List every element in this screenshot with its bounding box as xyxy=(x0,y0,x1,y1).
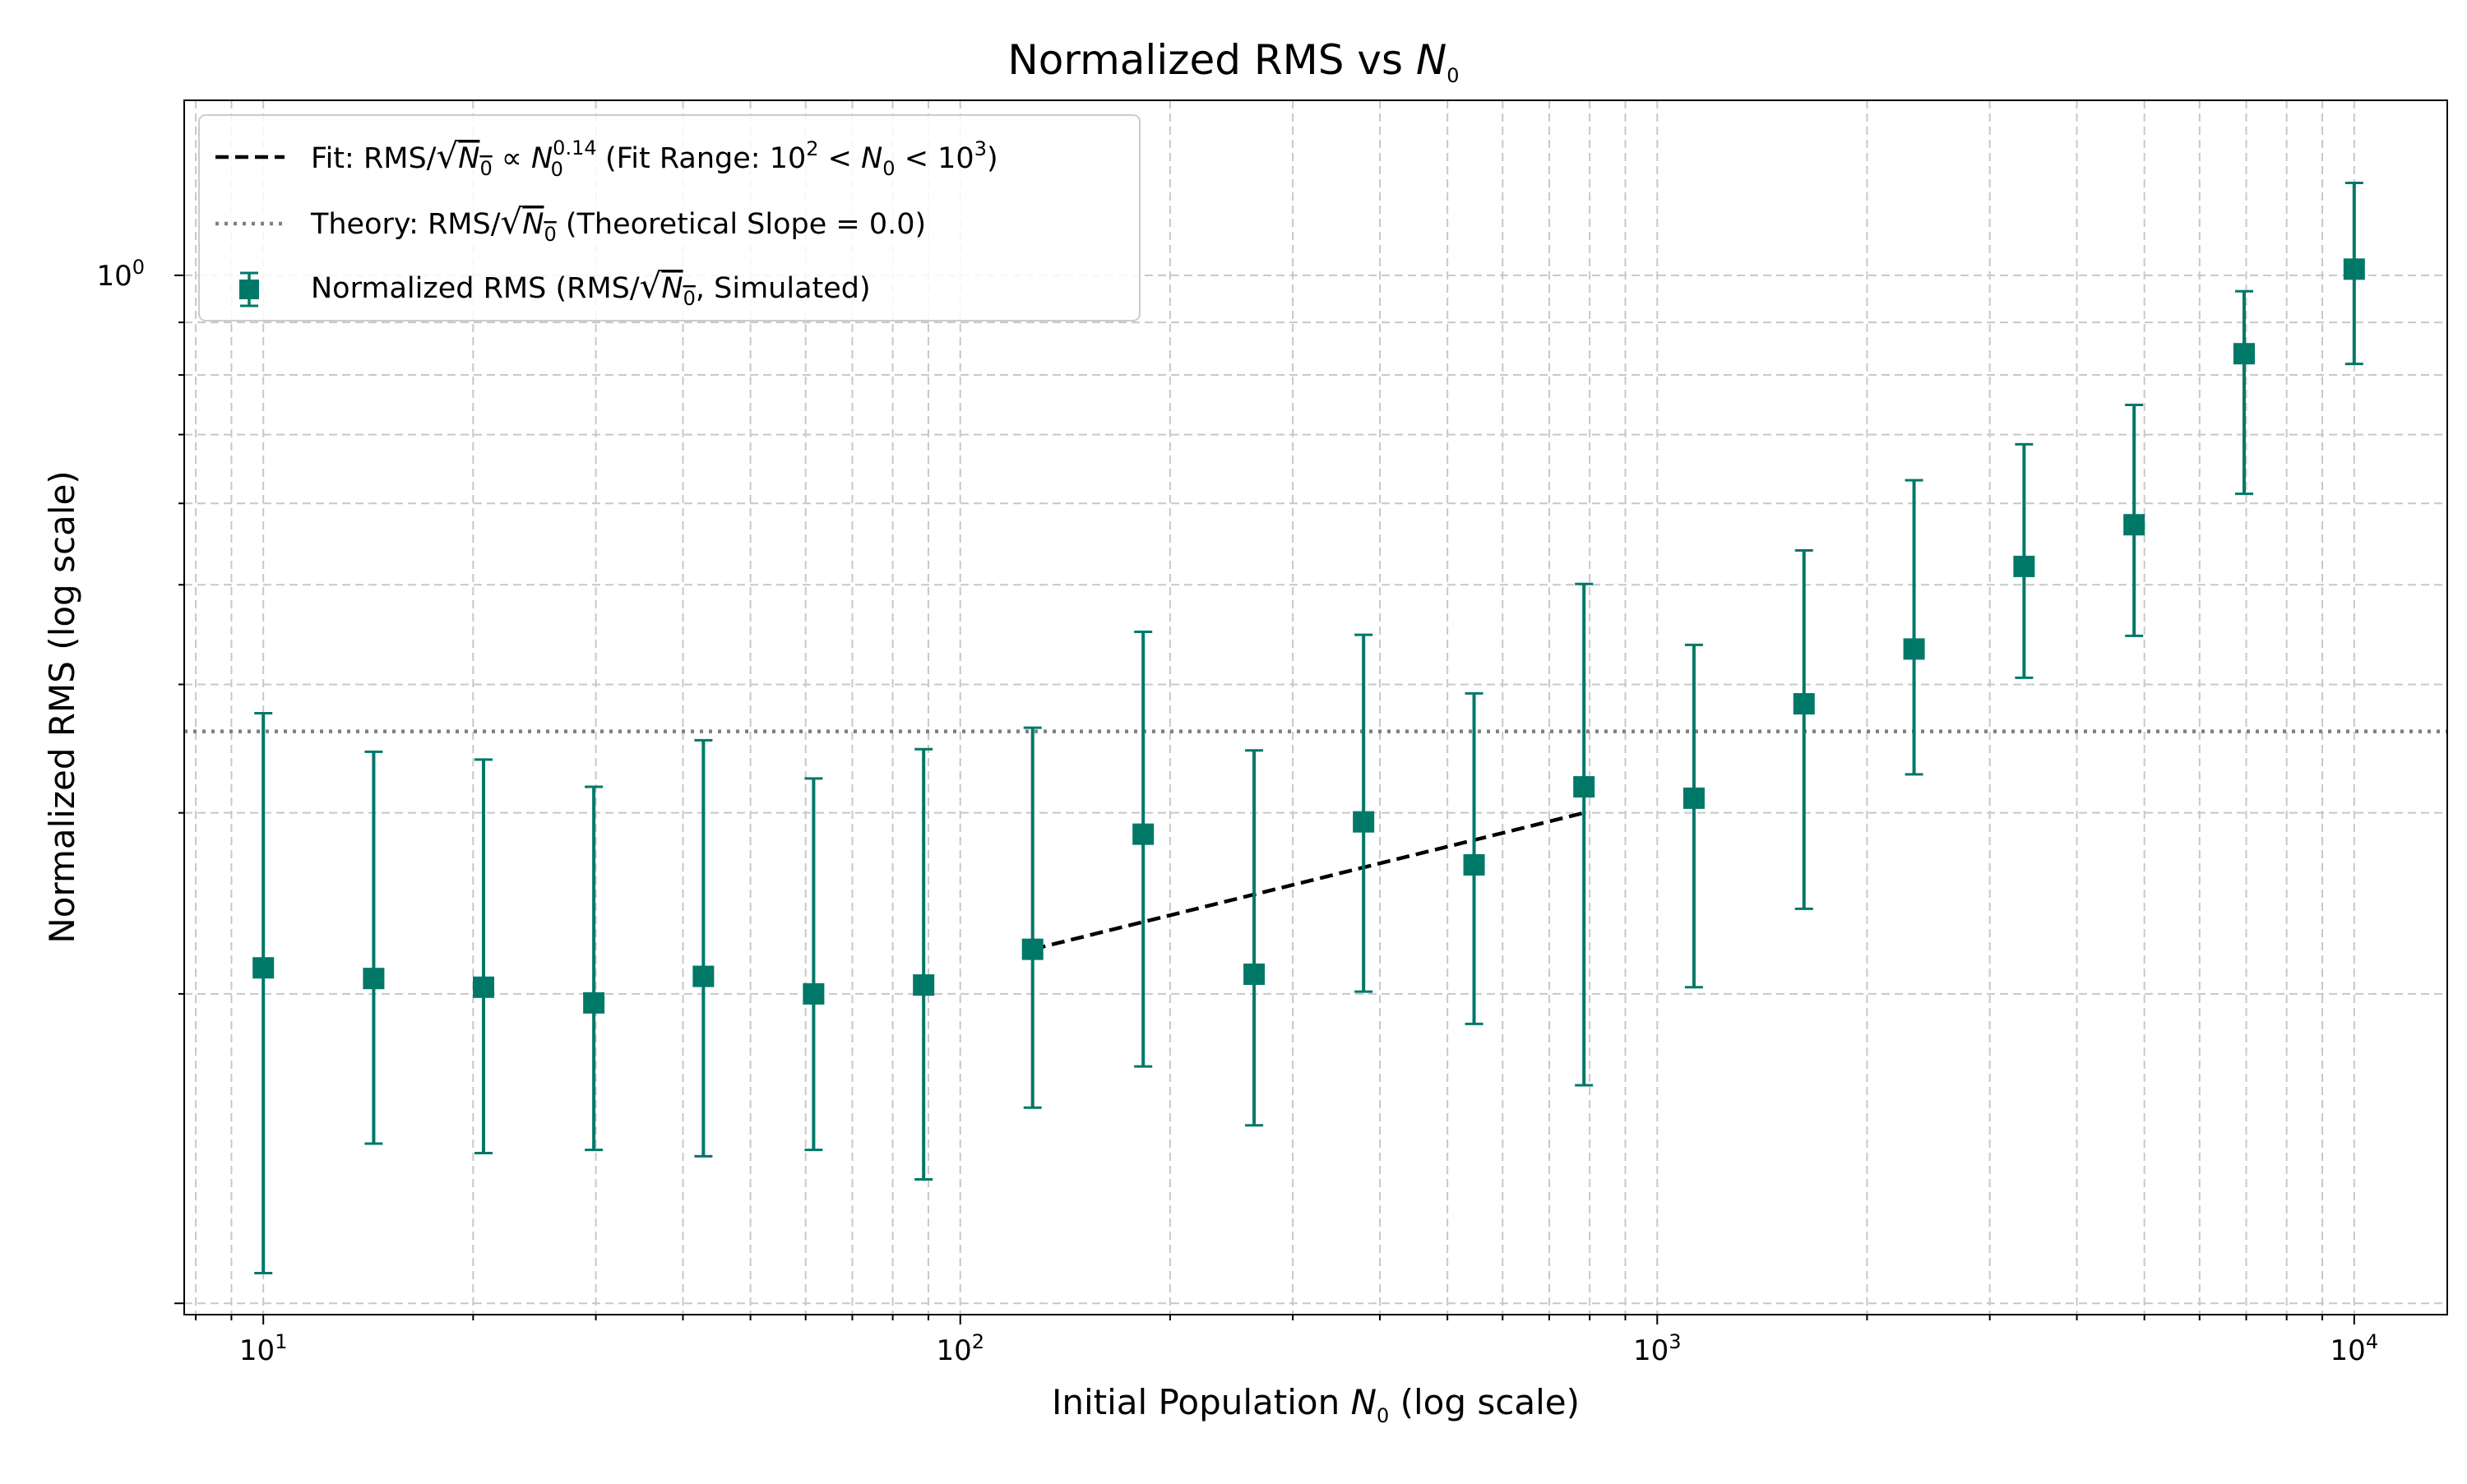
chart-title-var: N xyxy=(1416,36,1446,84)
fit-line xyxy=(1032,811,1585,951)
x-axis: 101 102 103 104 xyxy=(195,1315,2379,1367)
x-axis-label-tail: (log scale) xyxy=(1389,1382,1580,1422)
legend-fit-label: Fit: RMS/√N0 ∝ N0.14 0 (Fit Range: 102 < … xyxy=(311,136,998,181)
legend-points-swatch xyxy=(239,271,259,307)
data-point xyxy=(1903,478,1925,776)
point-marker xyxy=(1573,776,1595,798)
legend-points-label: Normalized RMS (RMS/√N0, Simulated) xyxy=(311,266,871,310)
legend-theory-label: Theory: RMS/√N0 (Theoretical Slope = 0.0… xyxy=(310,201,926,246)
data-point xyxy=(1353,633,1375,993)
data-point xyxy=(2123,404,2145,637)
y-axis: 100 xyxy=(96,256,184,1305)
legend-frame xyxy=(198,114,1141,321)
data-point xyxy=(1243,749,1266,1127)
plot-frame xyxy=(183,99,2448,1315)
point-marker xyxy=(1682,787,1705,809)
x-axis-label-var: N xyxy=(1351,1382,1377,1422)
chart-title: Normalized RMS vs N0 xyxy=(1007,36,1459,87)
point-marker xyxy=(913,974,935,996)
legend: Fit: RMS/√N0 ∝ N0.14 0 (Fit Range: 102 < … xyxy=(198,114,1141,321)
data-point xyxy=(1021,726,1044,1109)
data-point xyxy=(1132,630,1155,1068)
data-point xyxy=(252,712,275,1275)
point-marker xyxy=(583,992,605,1014)
point-marker xyxy=(2013,555,2035,577)
point-marker xyxy=(1243,963,1266,985)
point-marker xyxy=(252,957,275,979)
data-point xyxy=(2013,442,2035,679)
data-point xyxy=(913,747,935,1181)
data-point xyxy=(1793,548,1815,910)
point-marker xyxy=(473,976,495,998)
data-point xyxy=(692,738,715,1158)
data-point xyxy=(1682,643,1705,989)
point-marker xyxy=(1021,938,1044,960)
point-marker xyxy=(2343,258,2365,280)
data-point xyxy=(363,750,385,1145)
point-marker xyxy=(1903,638,1925,660)
point-marker xyxy=(1463,853,1485,876)
fit-line-path xyxy=(1032,811,1585,951)
point-marker xyxy=(1132,823,1155,845)
data-point xyxy=(803,777,825,1152)
data-point xyxy=(583,785,605,1152)
y-tick-label: 100 xyxy=(96,256,145,293)
data-series xyxy=(252,181,2365,1275)
data-point xyxy=(473,758,495,1155)
point-marker xyxy=(692,965,715,987)
point-marker xyxy=(363,968,385,990)
x-axis-label: Initial Population N0 (log scale) xyxy=(1052,1382,1580,1427)
data-point xyxy=(2343,181,2365,366)
data-point xyxy=(2233,289,2256,496)
x-axis-label-sub: 0 xyxy=(1377,1404,1389,1427)
y-axis-label: Normalized RMS (log scale) xyxy=(42,470,82,943)
point-marker xyxy=(803,982,825,1005)
x-tick-label: 101 xyxy=(239,1330,288,1367)
x-tick-label: 102 xyxy=(936,1330,984,1367)
data-point xyxy=(1463,691,1485,1025)
data-point xyxy=(1573,582,1595,1087)
chart-title-sub: 0 xyxy=(1446,64,1459,87)
point-marker xyxy=(1793,693,1815,715)
x-tick-label: 103 xyxy=(1633,1330,1682,1367)
point-marker xyxy=(2233,343,2256,365)
point-marker xyxy=(2123,514,2145,536)
chart-title-text: Normalized RMS vs xyxy=(1007,36,1415,84)
legend-fit-sqrt: √ xyxy=(436,136,458,176)
x-tick-label: 104 xyxy=(2330,1330,2379,1367)
x-axis-label-text: Initial Population xyxy=(1052,1382,1351,1422)
point-marker xyxy=(1353,811,1375,833)
